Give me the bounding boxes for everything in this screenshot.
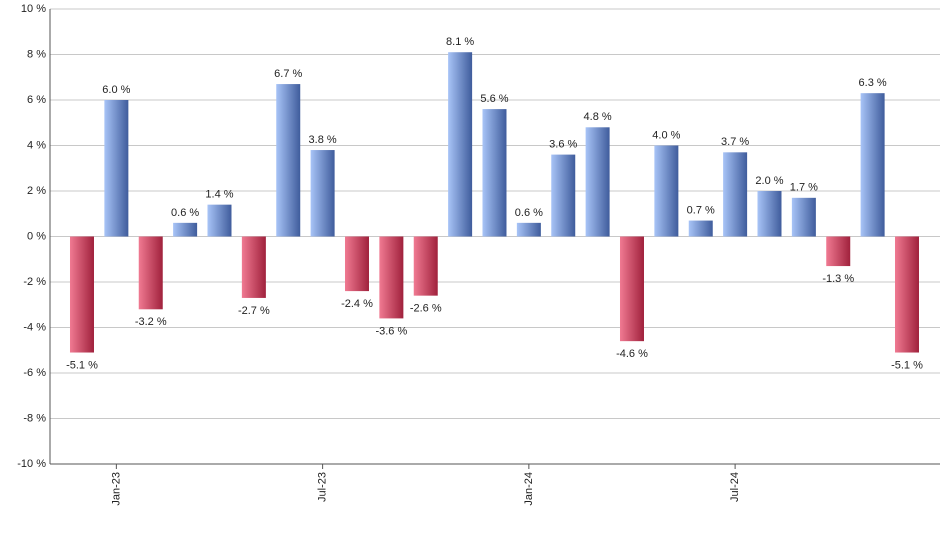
bar [688, 220, 713, 237]
value-label: -2.6 % [410, 303, 442, 315]
bar [723, 152, 748, 237]
value-label: 1.4 % [205, 189, 233, 201]
bar [894, 236, 919, 353]
bar [241, 236, 266, 298]
value-label: 6.0 % [102, 84, 130, 96]
value-label: 5.6 % [480, 93, 508, 105]
y-tick-label: 0 % [27, 230, 46, 242]
bar [585, 127, 610, 237]
bar [860, 93, 885, 237]
bar [69, 236, 94, 353]
value-label: 6.7 % [274, 68, 302, 80]
bar [413, 236, 438, 296]
bar [619, 236, 644, 342]
bar [826, 236, 851, 267]
value-label: 4.8 % [584, 111, 612, 123]
value-label: 2.0 % [755, 175, 783, 187]
bar [654, 145, 679, 237]
x-tick-label: Jan-24 [523, 472, 535, 506]
y-tick-label: -10 % [17, 458, 46, 470]
value-label: 3.8 % [309, 134, 337, 146]
value-label: -3.6 % [375, 325, 407, 337]
bar [173, 222, 198, 237]
y-tick-label: -8 % [23, 412, 46, 424]
value-label: -1.3 % [822, 273, 854, 285]
bar [104, 100, 129, 237]
bar [482, 109, 507, 237]
value-label: 3.7 % [721, 136, 749, 148]
bar [276, 84, 301, 237]
y-tick-label: 4 % [27, 139, 46, 151]
bar [551, 154, 576, 237]
bar [757, 191, 782, 237]
y-tick-label: 6 % [27, 94, 46, 106]
value-label: -2.7 % [238, 305, 270, 317]
y-tick-label: -6 % [23, 367, 46, 379]
value-label: 0.6 % [171, 207, 199, 219]
x-tick-label: Jan-23 [110, 472, 122, 506]
value-label: -5.1 % [891, 359, 923, 371]
value-label: -2.4 % [341, 298, 373, 310]
bar [310, 150, 335, 237]
bar [138, 236, 163, 310]
value-label: -4.6 % [616, 348, 648, 360]
y-tick-label: 2 % [27, 185, 46, 197]
bar [448, 52, 473, 237]
bar [207, 204, 232, 237]
bar [344, 236, 369, 292]
y-tick-label: 10 % [21, 3, 46, 15]
value-label: 0.7 % [687, 204, 715, 216]
x-tick-label: Jul-23 [317, 472, 329, 502]
value-label: 3.6 % [549, 139, 577, 151]
bar [791, 197, 816, 237]
y-tick-label: -2 % [23, 276, 46, 288]
value-label: -3.2 % [135, 316, 167, 328]
value-label: 8.1 % [446, 36, 474, 48]
value-label: 4.0 % [652, 129, 680, 141]
value-label: 6.3 % [859, 77, 887, 89]
value-label: 1.7 % [790, 182, 818, 194]
value-label: 0.6 % [515, 207, 543, 219]
y-tick-label: -4 % [23, 321, 46, 333]
value-label: -5.1 % [66, 359, 98, 371]
bar [516, 222, 541, 237]
bar [379, 236, 404, 319]
x-tick-label: Jul-24 [729, 472, 741, 502]
y-tick-label: 8 % [27, 48, 46, 60]
